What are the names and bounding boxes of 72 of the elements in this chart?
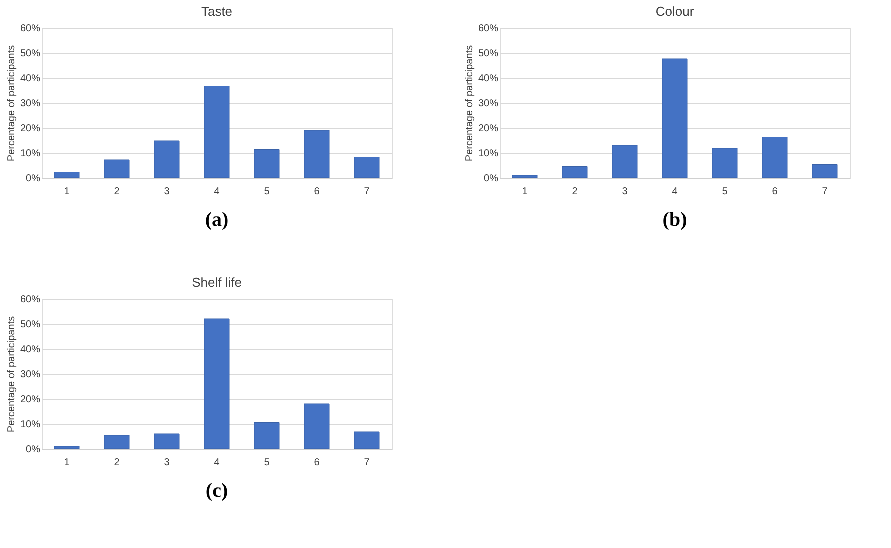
x-tick-label: 2 [572,186,578,198]
text: (c) [206,480,228,502]
x-tick-label: 3 [622,186,628,198]
x-tick-label: 7 [364,458,370,468]
y-tick-label: 0% [484,174,499,184]
bar [54,172,80,178]
y-tick-label: 10% [20,420,41,430]
bar [154,140,180,178]
y-tick-label: 50% [20,48,41,60]
bar [762,137,788,178]
y-tick-label: 50% [478,48,499,60]
bar [254,150,280,178]
bar [254,422,280,450]
bar [104,435,130,450]
chart-title: Colour [656,4,695,19]
y-tick-label: 20% [20,394,41,406]
x-tick-label: 4 [214,458,220,468]
bar [204,318,230,450]
bar [662,58,688,178]
text: (a) [205,209,229,231]
x-tick-label: 1 [64,186,70,198]
y-tick-label: 0% [26,174,41,184]
y-tick-label: 30% [20,98,41,110]
y-axis-title: Percentage of participants [464,45,476,162]
x-tick-label: 4 [672,186,678,198]
y-tick-label: 40% [478,74,499,84]
bar [304,404,330,450]
bar [104,160,130,178]
y-tick-label: 60% [478,24,499,34]
y-tick-label: 50% [20,320,41,330]
y-tick-label: 30% [20,370,41,380]
text: (b) [662,209,688,231]
y-tick-label: 0% [26,444,41,456]
bar [812,164,838,178]
y-tick-label: 40% [20,344,41,356]
x-tick-label: 5 [264,186,270,198]
bar [354,432,380,450]
y-tick-label: 60% [20,24,41,34]
x-tick-label: 4 [214,186,220,198]
y-tick-label: 60% [20,294,41,306]
bar [54,446,80,450]
x-tick-label: 2 [114,186,120,198]
x-tick-label: 3 [164,458,170,468]
y-tick-label: 20% [20,124,41,134]
x-tick-label: 7 [822,186,828,198]
bar [304,130,330,178]
x-tick-label: 3 [164,186,170,198]
x-tick-label: 1 [64,458,70,468]
bar [612,145,638,178]
x-tick-label: 6 [314,186,320,198]
y-tick-label: 10% [478,148,499,160]
x-tick-label: 6 [772,186,778,198]
x-tick-label: 1 [522,186,528,198]
bar [354,157,380,178]
y-axis-title: Percentage of participants [6,45,18,162]
x-tick-label: 6 [314,458,320,468]
x-tick-label: 2 [114,458,120,468]
bar [712,148,738,178]
bar [512,175,538,178]
y-axis-title: Percentage of participants [6,316,18,433]
x-tick-label: 5 [264,458,270,468]
y-tick-label: 40% [20,74,41,84]
chart-title: Taste [201,4,233,19]
chart-title: Shelf life [192,275,242,290]
y-tick-label: 10% [20,148,41,160]
y-tick-label: 30% [478,98,499,110]
bar [204,86,230,178]
bar [154,434,180,450]
x-tick-label: 5 [722,186,728,198]
bar [562,166,588,178]
y-tick-label: 20% [478,124,499,134]
x-tick-label: 7 [364,186,370,198]
